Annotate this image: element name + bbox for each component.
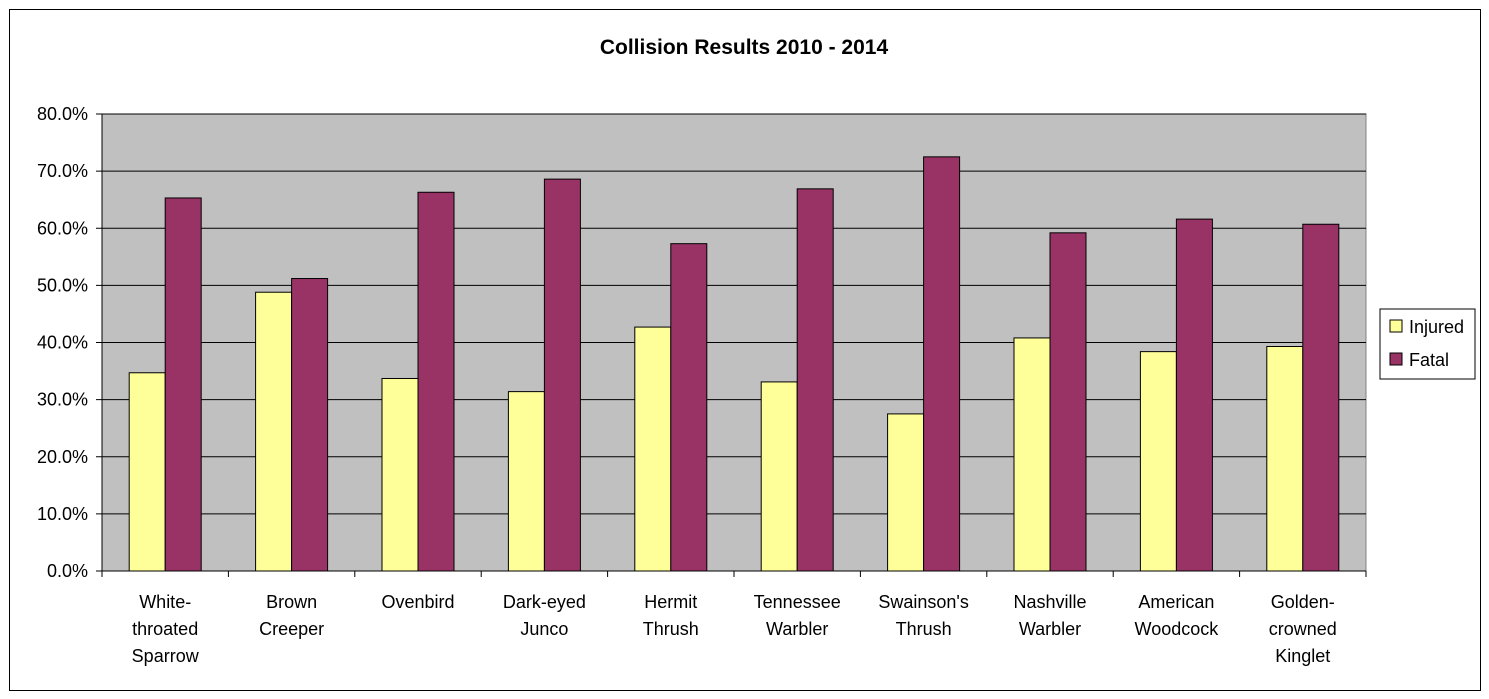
bars: [128, 156, 1340, 572]
bar-fatal: [796, 188, 834, 572]
y-tick-label: 80.0%: [37, 104, 88, 124]
bar-fatal: [1175, 218, 1213, 572]
x-category-label: Tennessee Warbler: [754, 592, 841, 639]
x-category-label: White-throated Sparrow: [132, 592, 200, 666]
bar-fatal: [543, 178, 581, 572]
chart-area: Collision Results 2010 - 2014 0.0% 10.0% 2…: [9, 9, 1481, 691]
bar-injured: [255, 291, 293, 572]
y-tick-labels: 0.0% 10.0% 20.0% 30.0% 40.0% 50.0% 60.0% 70.0% 8…: [37, 104, 88, 581]
bar-chart: Collision Results 2010 - 2014 0.0% 10.0% 2…: [37, 36, 1476, 666]
legend: Injured Fatal: [1379, 308, 1476, 380]
x-category-label: Hermit Thrush: [643, 592, 699, 639]
y-tick-label: 40.0%: [37, 333, 88, 353]
bar-injured: [507, 391, 545, 572]
y-tick-label: 30.0%: [37, 390, 88, 410]
bar-injured: [1139, 351, 1177, 572]
y-tick-label: 70.0%: [37, 161, 88, 181]
bar-injured: [634, 326, 672, 572]
x-category-label: Nashville Warbler: [1013, 592, 1086, 639]
x-category-label: Brown Creeper: [259, 592, 324, 639]
y-tick-label: 10.0%: [37, 504, 88, 524]
bar-fatal: [291, 278, 329, 572]
bar-injured: [760, 381, 798, 572]
bar-injured: [1266, 345, 1304, 572]
bar-fatal: [923, 156, 961, 572]
legend-swatch-fatal: [1389, 352, 1403, 366]
x-category-label: Ovenbird: [381, 592, 454, 612]
x-category-label: American Woodcock: [1135, 592, 1220, 639]
bar-injured: [1013, 337, 1051, 572]
y-tick-label: 50.0%: [37, 275, 88, 295]
bar-injured: [128, 372, 166, 572]
bar-fatal: [1302, 223, 1340, 572]
x-category-labels: White-throated Sparrow Brown Creeper Ovenbir…: [132, 592, 1337, 666]
bar-fatal: [670, 243, 708, 572]
x-category-label: Swainson's Thrush: [878, 592, 968, 639]
x-category-label: Golden-crowned Kinglet: [1269, 592, 1337, 666]
chart-title: Collision Results 2010 - 2014: [600, 36, 889, 59]
bar-injured: [887, 413, 925, 572]
y-tick-label: 60.0%: [37, 218, 88, 238]
x-category-label: Dark-eyed Junco: [503, 592, 586, 639]
bar-injured: [381, 377, 419, 572]
legend-label-fatal: Fatal: [1409, 350, 1449, 370]
bar-fatal: [1049, 232, 1087, 572]
legend-label-injured: Injured: [1409, 317, 1464, 337]
bar-fatal: [417, 191, 455, 572]
legend-swatch-injured: [1389, 319, 1403, 333]
y-tick-label: 20.0%: [37, 447, 88, 467]
axes: [96, 113, 1367, 577]
bar-fatal: [164, 197, 202, 572]
y-tick-label: 0.0%: [47, 561, 88, 581]
